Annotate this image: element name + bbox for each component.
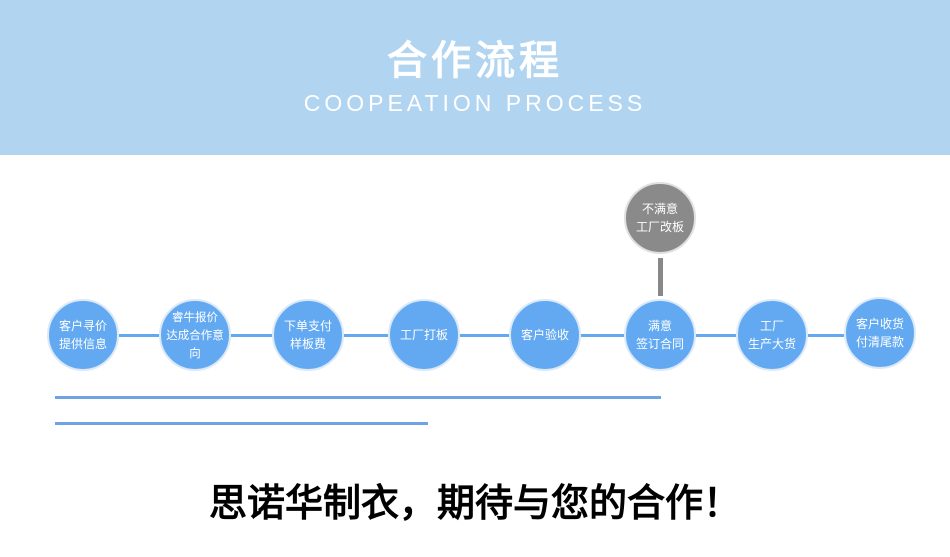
- header-banner: 合作流程 COOPEATION PROCESS: [0, 0, 950, 155]
- connector: [696, 334, 736, 337]
- connector: [460, 334, 509, 337]
- step-line1: 客户验收: [520, 328, 569, 342]
- branch-line1: 不满意: [641, 202, 678, 216]
- divider-line: [55, 422, 428, 425]
- step-line2: 达成合作意向: [166, 328, 224, 360]
- connector: [581, 334, 624, 337]
- slogan: 思诺华制衣，期待与您的合作！: [208, 480, 741, 525]
- page-title: 合作流程: [387, 38, 563, 84]
- step-line1: 客户寻价: [58, 319, 107, 333]
- step-6: 满意 签订合同: [624, 299, 696, 371]
- step-line1: 工厂打板: [399, 328, 448, 342]
- step-2: 睿牛报价达成合作意向: [159, 299, 231, 371]
- step-7: 工厂 生产大货: [736, 299, 808, 371]
- step-3: 下单支付 样板费: [272, 299, 344, 371]
- step-line2: 提供信息: [58, 337, 107, 351]
- step-line1: 工厂: [759, 319, 784, 333]
- branch-line2: 工厂改板: [635, 220, 684, 234]
- step-5: 客户验收: [509, 299, 581, 371]
- step-line1: 睿牛报价: [172, 310, 218, 324]
- connector: [344, 334, 388, 337]
- step-line2: 生产大货: [747, 337, 796, 351]
- page-subtitle: COOPEATION PROCESS: [303, 90, 647, 116]
- branch-step: 不满意 工厂改板: [624, 182, 696, 254]
- step-line2: 付清尾款: [855, 335, 904, 349]
- connector: [119, 334, 159, 337]
- branch-connector: [658, 258, 663, 296]
- step-line1: 下单支付: [283, 319, 332, 333]
- step-line1: 客户收货: [855, 317, 904, 331]
- step-8: 客户收货 付清尾款: [844, 297, 916, 369]
- connector: [231, 334, 272, 337]
- step-line1: 满意: [647, 319, 672, 333]
- divider-line: [55, 396, 661, 399]
- step-1: 客户寻价 提供信息: [47, 299, 119, 371]
- step-4: 工厂打板: [388, 299, 460, 371]
- step-line2: 签订合同: [635, 337, 684, 351]
- step-line2: 样板费: [289, 337, 326, 351]
- connector: [808, 334, 844, 337]
